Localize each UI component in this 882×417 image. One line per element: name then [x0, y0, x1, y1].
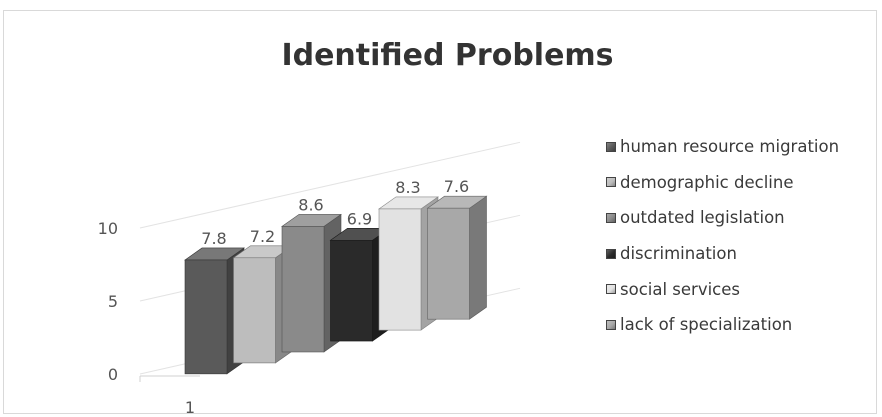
- legend-label: discrimination: [620, 244, 737, 264]
- data-label-2: 8.6: [298, 195, 323, 214]
- legend-swatch: [606, 212, 616, 223]
- plot-area: 0 5 10 7.8 7.2 8.6 6.9 8.3 7.6 1: [98, 141, 521, 417]
- gridline: [139, 141, 521, 229]
- legend-item: discrimination: [606, 236, 839, 272]
- bars: [184, 195, 488, 375]
- data-labels: 7.8 7.2 8.6 6.9 8.3 7.6: [201, 177, 469, 248]
- legend-swatch: [606, 248, 616, 259]
- data-label-0: 7.8: [201, 229, 226, 248]
- legend-swatch: [606, 177, 616, 188]
- legend: human resource migration demographic decl…: [606, 129, 839, 343]
- bar-5: [426, 195, 488, 320]
- legend-item: demographic decline: [606, 165, 839, 201]
- y-tick-label: 0: [108, 365, 118, 384]
- legend-item: lack of specialization: [606, 307, 839, 343]
- legend-label: lack of specialization: [620, 315, 793, 335]
- y-tick-label: 5: [108, 292, 118, 311]
- chart-title: Identified Problems: [281, 38, 614, 73]
- y-axis: 0 5 10: [98, 219, 118, 384]
- legend-swatch: [606, 319, 616, 330]
- legend-label: social services: [620, 279, 740, 299]
- x-tick-label: 1: [185, 398, 195, 417]
- legend-swatch: [606, 284, 616, 295]
- legend-label: outdated legislation: [620, 208, 785, 228]
- legend-item: outdated legislation: [606, 200, 839, 236]
- data-label-3: 6.9: [347, 209, 372, 228]
- data-label-1: 7.2: [250, 227, 275, 246]
- data-label-5: 7.6: [444, 177, 469, 196]
- legend-item: human resource migration: [606, 129, 839, 165]
- legend-item: social services: [606, 271, 839, 307]
- y-tick-label: 10: [98, 219, 118, 238]
- legend-label: human resource migration: [620, 137, 840, 157]
- data-label-4: 8.3: [395, 178, 420, 197]
- legend-label: demographic decline: [620, 172, 794, 192]
- legend-swatch: [606, 141, 616, 152]
- x-axis: 1: [139, 375, 200, 417]
